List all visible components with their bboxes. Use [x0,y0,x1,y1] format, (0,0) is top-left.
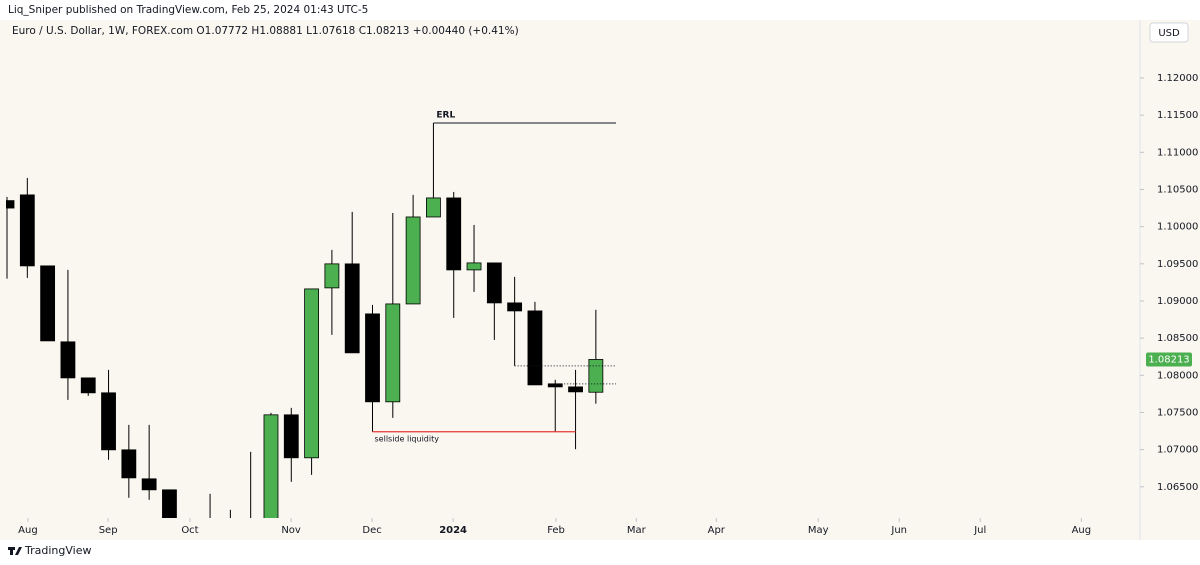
candle-body [405,216,421,305]
candle-body [263,414,279,518]
symbol-info: Euro / U.S. Dollar, 1W, FOREX.com O1.077… [12,25,519,37]
candle-body [60,341,76,379]
candle-body [568,386,583,393]
erl-label: ERL [436,110,455,120]
y-tick-label: 1.10500 [1157,184,1198,195]
candle-body [141,478,157,491]
candle-body [162,489,177,518]
candle-body [527,310,543,386]
candle-body [19,194,35,267]
candle-body [486,262,502,304]
currency-box[interactable] [1149,22,1189,43]
candle-body [101,392,116,451]
y-tick-label: 1.08000 [1157,370,1198,381]
y-tick-label: 1.09000 [1157,296,1198,307]
candle-body [507,302,523,312]
tv-logo [8,547,22,555]
candle-body [40,265,56,342]
y-tick-label: 1.11500 [1157,110,1198,121]
x-tick-label: Nov [281,525,301,536]
currency[interactable]: USD [1158,28,1180,39]
publish-info: Liq_Sniper published on TradingView.com,… [8,4,368,16]
last-price-label: 1.08213 [1148,354,1189,365]
candle-body [324,263,340,289]
candle-body [466,262,482,271]
y-tick-label: 1.09500 [1157,259,1198,270]
x-tick-label: Aug [18,525,38,536]
y-tick-label: 1.07000 [1157,445,1198,456]
candle-body [446,197,462,271]
brand: TradingView [24,544,91,557]
y-tick-label: 1.11000 [1157,147,1198,158]
x-tick-label: May [808,525,829,536]
candle-body [283,414,299,459]
x-tick-label: Feb [547,525,565,536]
x-tick-label: Oct [181,525,198,536]
sellside-label: sellside liquidity [375,434,440,443]
x-tick-label: Dec [362,525,381,536]
candle-body [121,449,137,479]
last-price-tag [1146,352,1192,367]
x-tick-label: Jun [890,525,907,536]
x-tick-label: Apr [708,525,726,536]
candle-body [588,359,604,393]
candle-body [6,200,15,209]
y-tick-label: 1.07500 [1157,407,1198,418]
x-tick-label: Jul [973,525,986,536]
candle-body [385,303,401,403]
y-tick-label: 1.10000 [1157,222,1198,233]
candle-body [426,197,441,218]
x-tick-label: Mar [627,525,647,536]
candle-body [80,377,96,394]
plot [6,122,604,518]
x-tick-label: 2024 [439,525,467,536]
x-tick-label: Aug [1072,525,1092,536]
chart-background [0,20,1200,540]
x-tick-label: Sep [99,525,118,536]
candle-body [365,313,380,403]
candle-body [344,263,360,354]
y-tick-label: 1.12000 [1157,73,1198,84]
y-tick-label: 1.08500 [1157,333,1198,344]
candle-body [304,288,319,459]
y-tick-label: 1.06500 [1157,482,1198,493]
